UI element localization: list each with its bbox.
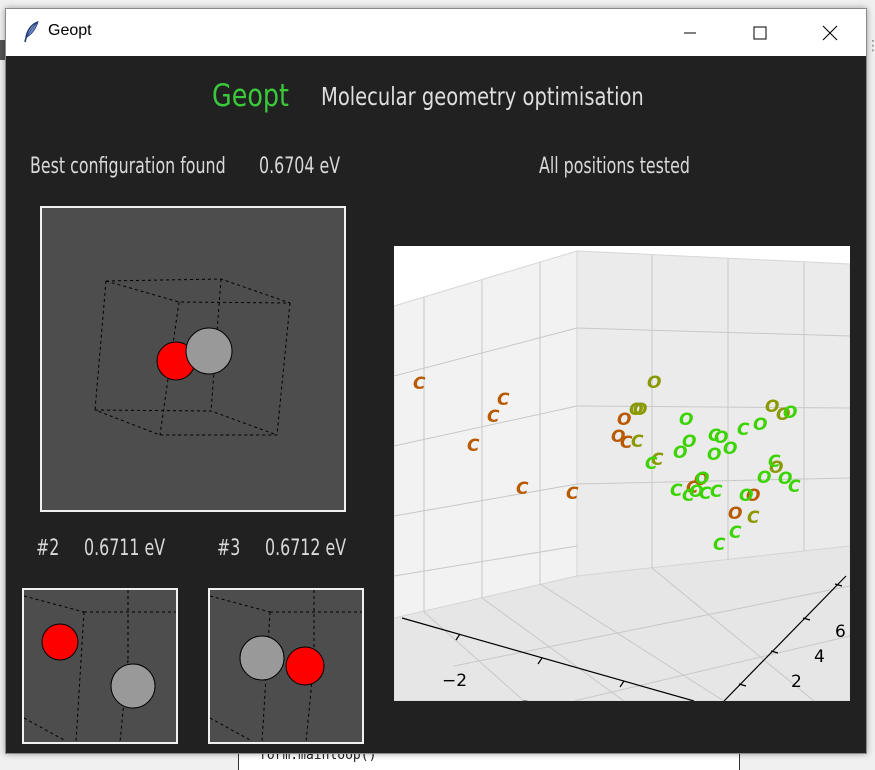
y-tick-label: 2: [791, 672, 802, 692]
scatter-point: C: [729, 523, 742, 543]
maximize-icon: [753, 26, 767, 39]
runner-up-2-energy: 0.6711 eV: [84, 536, 166, 561]
close-button[interactable]: [795, 9, 865, 56]
scatter-point: O: [769, 458, 783, 478]
y-tick-label: 6: [835, 622, 846, 642]
scatter-point: O: [765, 397, 779, 417]
scatter-point: C: [768, 452, 781, 472]
title-bar[interactable]: Geopt: [6, 9, 866, 56]
scatter-point: C: [686, 478, 699, 498]
runner-up-2-view[interactable]: [22, 588, 178, 744]
scatter-point: O: [629, 400, 643, 420]
scatter-point: C: [670, 481, 683, 501]
background-ellipsis: ⋮: [866, 38, 875, 54]
main-content: Geopt Molecular geometry optimisation Be…: [6, 56, 866, 753]
scatter-point: C: [737, 420, 750, 440]
oxygen-atom: [41, 623, 79, 661]
scatter-point: C: [497, 390, 510, 410]
scatter-point: C: [651, 450, 664, 470]
app-name: Geopt: [212, 78, 290, 114]
carbon-atom: [185, 327, 233, 375]
carbon-atom: [110, 663, 156, 709]
app-subtitle: Molecular geometry optimisation: [321, 82, 644, 111]
feather-icon: [24, 21, 39, 43]
runner-up-3-view[interactable]: [208, 588, 364, 744]
scatter-point: O: [723, 439, 737, 459]
scatter-point: C: [708, 426, 721, 446]
close-icon: [822, 25, 838, 40]
scatter-point: C: [620, 433, 633, 453]
plot-title: All positions tested: [539, 154, 690, 179]
scatter-point: O: [728, 504, 742, 524]
scatter-point: O: [714, 428, 728, 448]
scatter-point: O: [647, 373, 661, 393]
scatter-point: C: [631, 432, 644, 452]
molecule-cube-diagram: [94, 278, 291, 436]
scatter-point: O: [679, 410, 693, 430]
scatter-point: C: [710, 482, 723, 502]
molecule-cube-diagram: [24, 590, 176, 742]
scatter-point: C: [747, 508, 760, 528]
scatter-point: O: [673, 443, 687, 463]
runner-up-2-rank: #2: [36, 536, 60, 561]
scatter-point: C: [788, 477, 801, 497]
scatter-point: O: [682, 432, 696, 452]
x-tick-label: −2: [442, 671, 467, 691]
best-config-energy: 0.6704 eV: [259, 154, 341, 179]
background-editor-edge: [0, 40, 6, 60]
scatter-point: O: [694, 470, 708, 490]
minimize-button[interactable]: [655, 9, 725, 56]
scatter-point: C: [467, 436, 480, 456]
x-tick-minor: -: [522, 691, 528, 701]
runner-up-3-energy: 0.6712 eV: [265, 536, 347, 561]
scatter-point: O: [746, 486, 760, 506]
app-window: Geopt Geopt Molecular geometry optimisat…: [5, 8, 867, 754]
best-config-view[interactable]: [40, 206, 346, 512]
oxygen-atom: [285, 646, 325, 686]
scatter-point: O: [776, 405, 790, 425]
minimize-icon: [684, 32, 696, 33]
scatter-point: O: [695, 469, 709, 489]
scatter-point: O: [753, 415, 767, 435]
y-tick-label: 4: [814, 647, 825, 667]
scatter-point: C: [516, 479, 529, 499]
maximize-button[interactable]: [725, 9, 795, 56]
scatter-point: C: [713, 535, 726, 555]
best-config-label: Best configuration found: [30, 154, 226, 179]
scatter-point: O: [783, 403, 797, 423]
scatter-point: O: [739, 486, 753, 506]
window-title: Geopt: [48, 22, 92, 39]
scatter-point: O: [611, 427, 625, 447]
scatter-point: O: [757, 468, 771, 488]
scatter-point: C: [682, 486, 695, 506]
scatter-point: C: [645, 454, 658, 474]
scatter-point: C: [566, 484, 579, 504]
carbon-atom: [239, 635, 285, 681]
scatter-point: C: [413, 374, 426, 394]
runner-up-3-rank: #3: [217, 536, 241, 561]
scatter-point: O: [617, 410, 631, 430]
molecule-cube-diagram: [210, 590, 362, 742]
scatter-point: C: [699, 484, 712, 504]
scatter-point: C: [487, 407, 500, 427]
scatter-point: O: [778, 469, 792, 489]
header: Geopt Molecular geometry optimisation: [6, 78, 866, 122]
scatter-point: O: [633, 400, 647, 420]
scatter-point: O: [707, 445, 721, 465]
scatter-point: O: [689, 482, 703, 502]
